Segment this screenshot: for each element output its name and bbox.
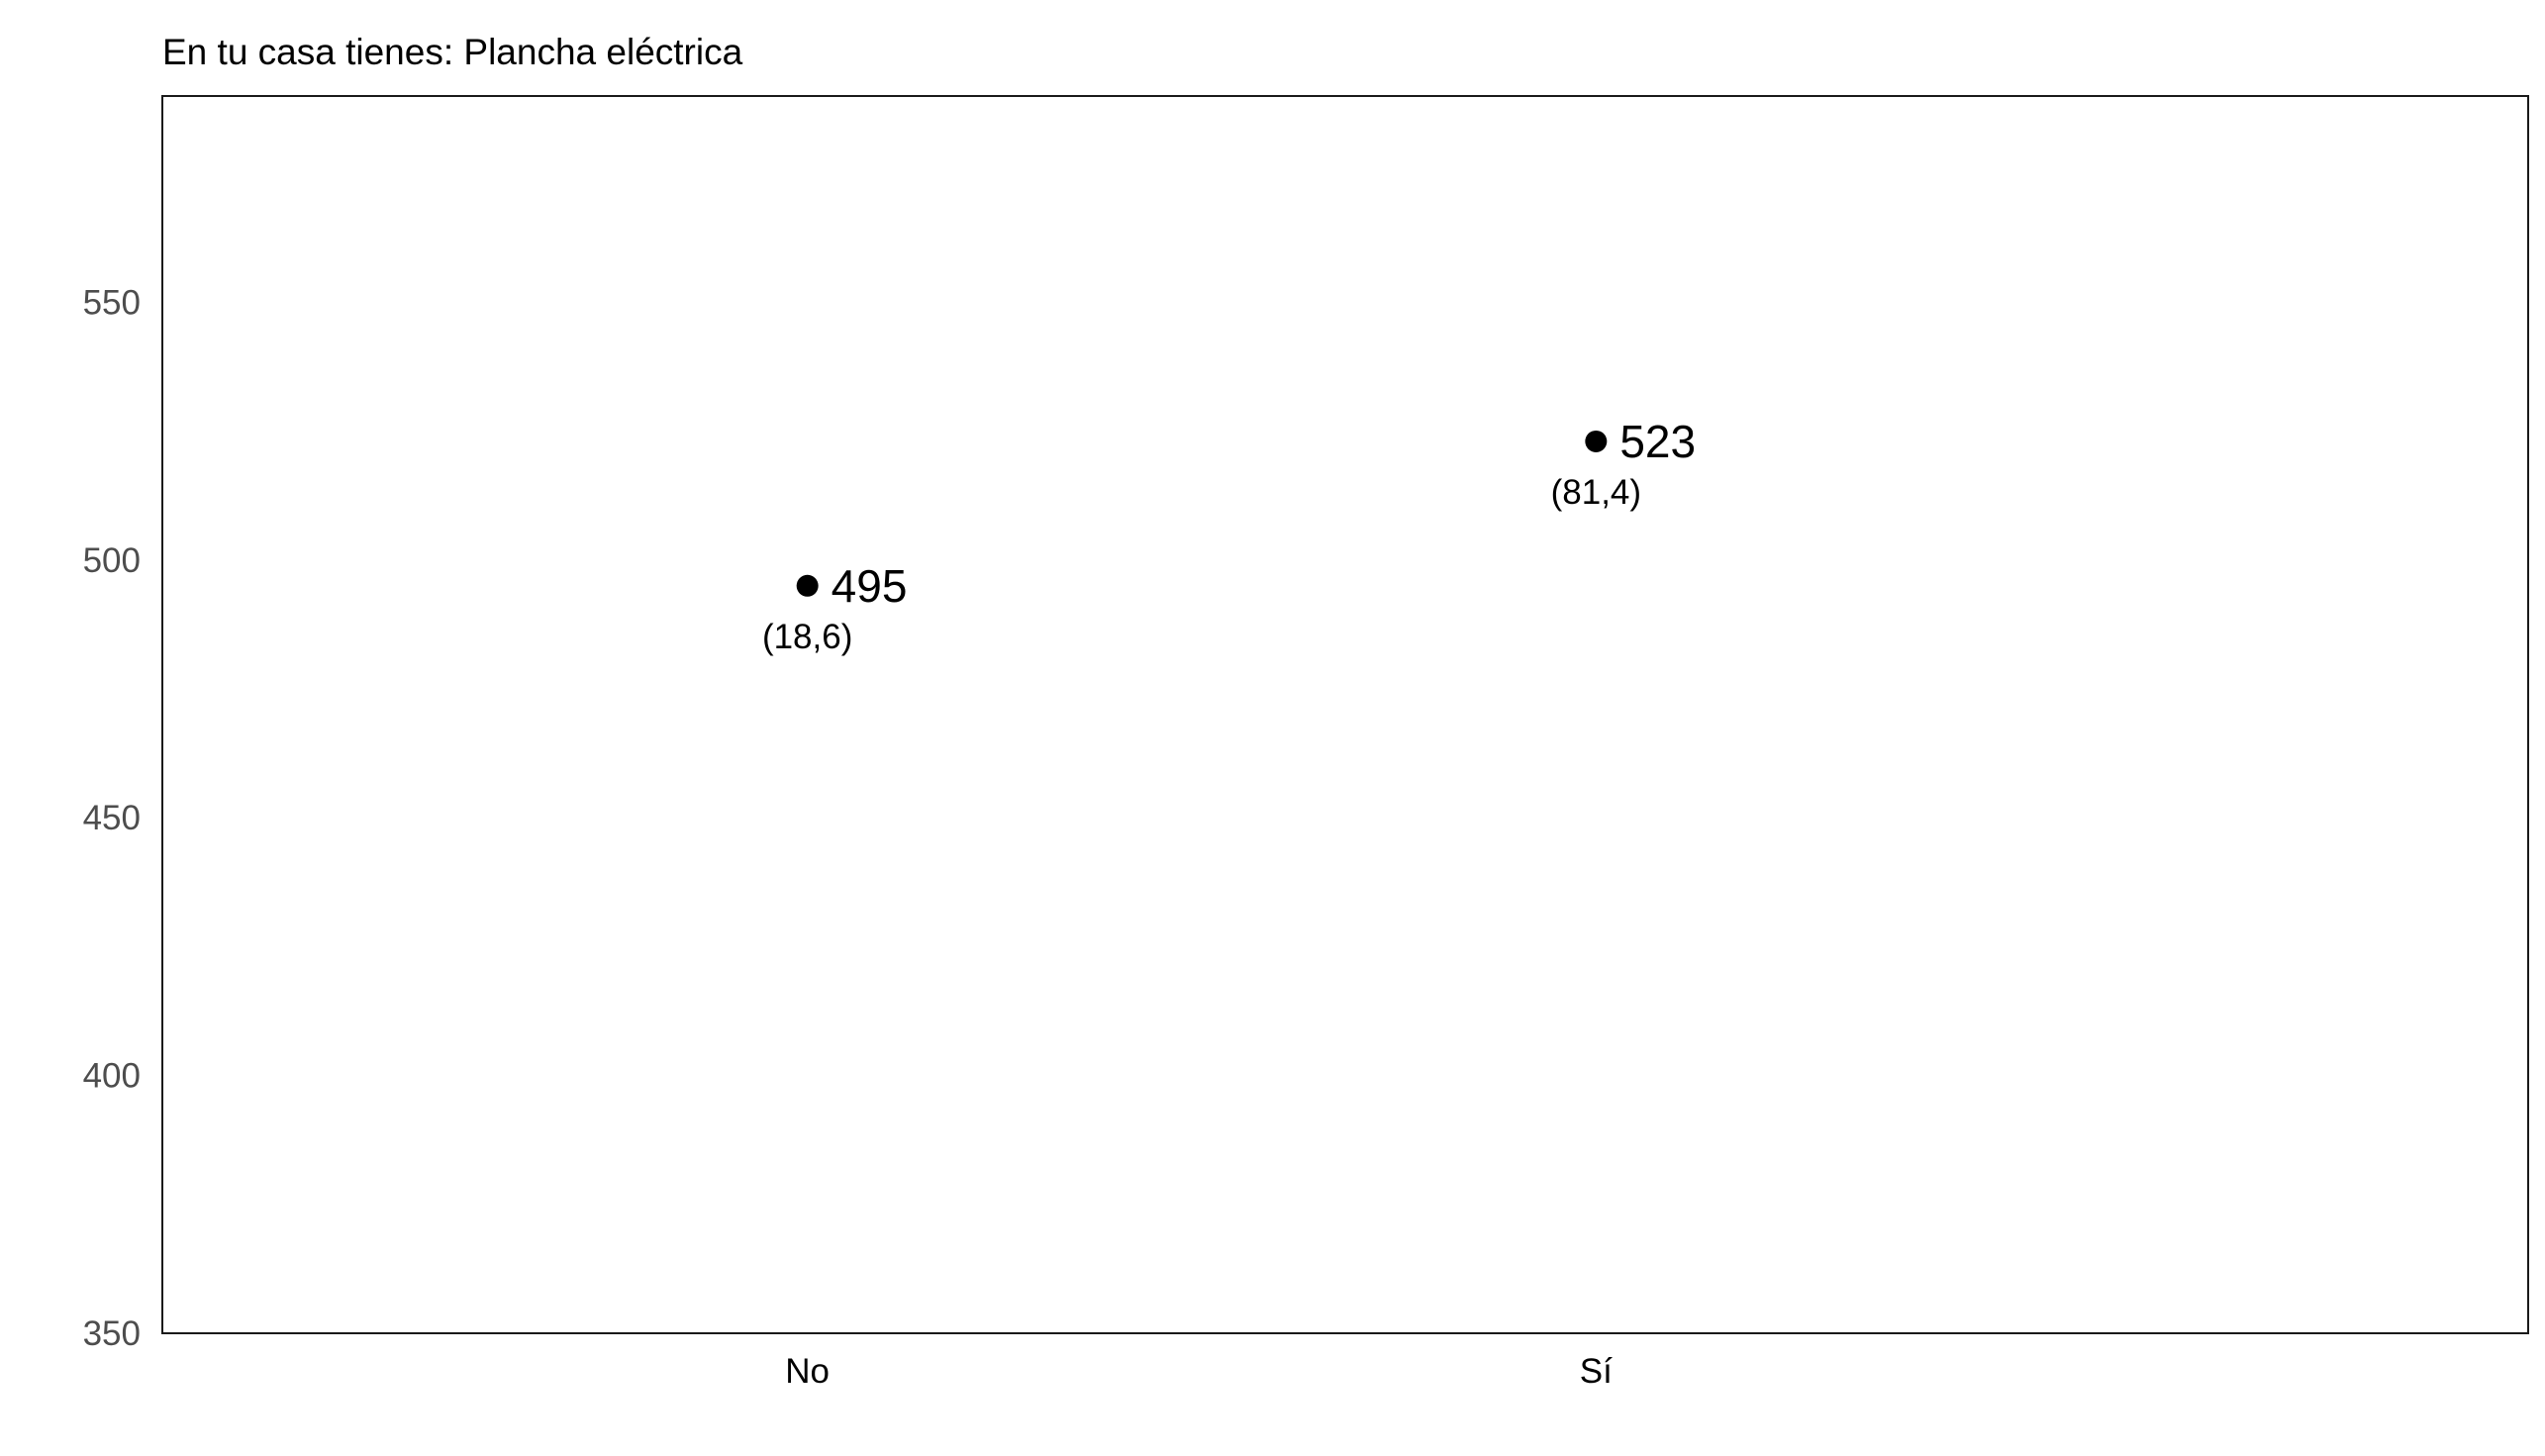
y-tick-label: 350 — [83, 1314, 141, 1353]
data-points: 495 (18,6) 523 (81,4) — [762, 416, 1696, 656]
data-value-label: 495 — [832, 560, 908, 612]
data-point — [796, 574, 819, 597]
y-tick-label: 550 — [83, 283, 141, 322]
data-point — [1585, 430, 1608, 452]
y-tick-label: 400 — [83, 1057, 141, 1096]
x-tick-label: No — [785, 1352, 830, 1391]
y-axis-ticks: 350 400 450 500 550 — [83, 283, 141, 1353]
data-value-label: 523 — [1619, 416, 1696, 467]
plot-panel — [161, 95, 2529, 1334]
y-tick-label: 450 — [83, 799, 141, 837]
data-secondary-label: (81,4) — [1551, 473, 1641, 512]
chart-title: En tu casa tienes: Plancha eléctrica — [162, 32, 743, 72]
y-tick-label: 500 — [83, 541, 141, 580]
x-tick-label: Sí — [1580, 1352, 1613, 1391]
data-secondary-label: (18,6) — [762, 618, 852, 656]
x-axis-ticks: No Sí — [785, 1352, 1613, 1391]
